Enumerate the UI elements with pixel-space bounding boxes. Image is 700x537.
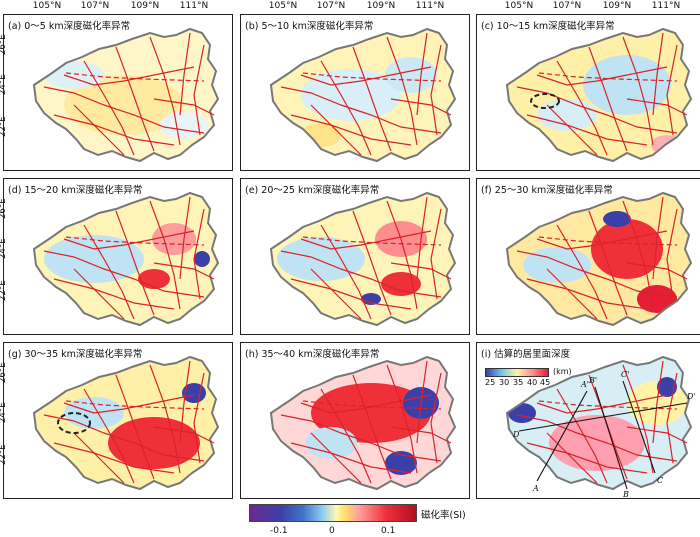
colorbar-tick: -0.1 bbox=[270, 526, 288, 536]
panel-title: (i) 估算的居里面深度 bbox=[481, 349, 571, 360]
lon-label: 105°N bbox=[32, 1, 62, 11]
lat-label: 24°E bbox=[0, 238, 8, 259]
panel-title: (g) 30～35 km深度磁化率异常 bbox=[8, 349, 143, 360]
legend-tick: 30 bbox=[499, 378, 510, 387]
lon-label: 107°N bbox=[316, 1, 346, 11]
lat-label: 26°E bbox=[0, 198, 8, 219]
lon-label: 111°N bbox=[179, 1, 209, 11]
map-panel-i: (i) 估算的居里面深度 25 30 35 40 45 (km) bbox=[476, 342, 700, 499]
lat-label: 26°E bbox=[0, 362, 8, 383]
colorbar-unit: 磁化率(SI) bbox=[421, 510, 466, 521]
lon-label: 105°N bbox=[268, 1, 298, 11]
lon-label: 109°N bbox=[602, 1, 632, 11]
lat-label: 22°E bbox=[0, 116, 8, 137]
map-panel-d: (d) 15～20 km深度磁化率异常 bbox=[3, 178, 233, 335]
panel-title: (e) 20～25 km深度磁化率异常 bbox=[245, 185, 380, 196]
lon-label: 105°N bbox=[504, 1, 534, 11]
map-panel-f: (f) 25～30 km深度磁化率异常 bbox=[476, 178, 700, 335]
legend-unit: (km) bbox=[553, 367, 572, 376]
lat-label: 22°E bbox=[0, 444, 8, 465]
curie-depth-legend bbox=[485, 368, 549, 377]
legend-tick: 45 bbox=[540, 378, 551, 387]
lon-label: 107°N bbox=[80, 1, 110, 11]
panel-title: (f) 25～30 km深度磁化率异常 bbox=[481, 185, 613, 196]
lat-label: 22°E bbox=[0, 280, 8, 301]
panel-title: (h) 35～40 km深度磁化率异常 bbox=[245, 349, 380, 360]
legend-tick: 40 bbox=[527, 378, 538, 387]
susceptibility-colorbar bbox=[249, 504, 417, 522]
lon-label: 109°N bbox=[130, 1, 160, 11]
map-panel-b: (b) 5～10 km深度磁化率异常 bbox=[240, 14, 470, 171]
panel-title: (c) 10～15 km深度磁化率异常 bbox=[481, 21, 615, 32]
lat-label: 26°E bbox=[0, 34, 8, 55]
lon-label: 111°N bbox=[415, 1, 445, 11]
lon-label: 109°N bbox=[366, 1, 396, 11]
panel-title: (a) 0～5 km深度磁化率异常 bbox=[8, 21, 131, 32]
legend-tick: 25 bbox=[485, 378, 496, 387]
lon-label: 107°N bbox=[552, 1, 582, 11]
lon-label: 111°N bbox=[651, 1, 681, 11]
lat-label: 24°E bbox=[0, 74, 8, 95]
panel-title: (b) 5～10 km深度磁化率异常 bbox=[245, 21, 374, 32]
legend-tick: 35 bbox=[513, 378, 524, 387]
panel-title: (d) 15～20 km深度磁化率异常 bbox=[8, 185, 143, 196]
colorbar-tick: 0.1 bbox=[381, 526, 396, 536]
lat-label: 24°E bbox=[0, 402, 8, 423]
map-panel-c: (c) 10～15 km深度磁化率异常 bbox=[476, 14, 700, 171]
colorbar-tick: 0 bbox=[329, 526, 335, 536]
map-panel-a: (a) 0～5 km深度磁化率异常 bbox=[3, 14, 233, 171]
map-panel-e: (e) 20～25 km深度磁化率异常 bbox=[240, 178, 470, 335]
map-panel-h: (h) 35～40 km深度磁化率异常 bbox=[240, 342, 470, 499]
map-panel-g: (g) 30～35 km深度磁化率异常 bbox=[3, 342, 233, 499]
